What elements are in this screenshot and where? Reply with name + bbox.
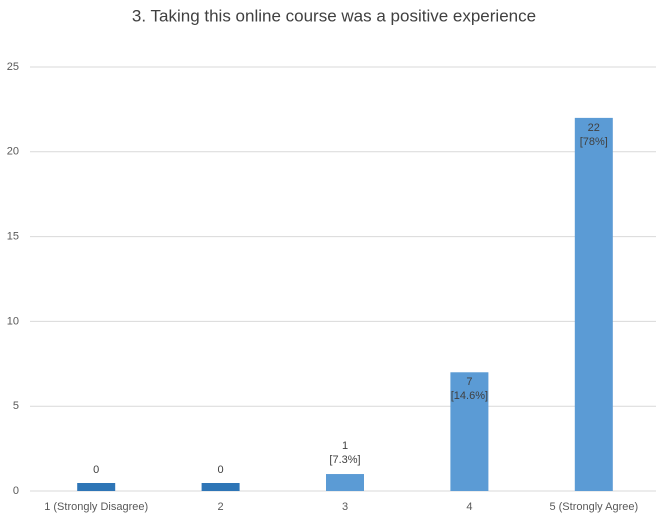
x-tick-label: 3 [342,501,348,513]
data-label: 22 [588,122,600,134]
data-label-percent: [78%] [580,136,608,148]
y-tick-label: 15 [7,231,19,243]
x-tick-label: 4 [466,501,472,513]
chart-title: 3. Taking this online course was a posit… [132,6,536,25]
x-tick-label: 1 (Strongly Disagree) [44,501,148,513]
bar [77,483,116,491]
bar [574,117,613,491]
x-tick-label: 5 (Strongly Agree) [549,501,638,513]
y-tick-label: 5 [13,400,19,412]
y-tick-label: 25 [7,61,19,73]
y-tick-label: 10 [7,315,19,327]
data-label-percent: [7.3%] [329,454,360,466]
data-label: 0 [218,464,224,476]
bar [450,372,489,491]
y-tick-label: 20 [7,146,19,158]
bar [326,474,364,491]
x-tick-label: 2 [218,501,224,513]
data-label-percent: [14.6%] [451,390,488,402]
data-label: 1 [342,440,348,452]
data-label: 0 [93,464,99,476]
bar [201,483,240,491]
data-label: 7 [466,376,472,388]
y-tick-label: 0 [13,485,19,497]
